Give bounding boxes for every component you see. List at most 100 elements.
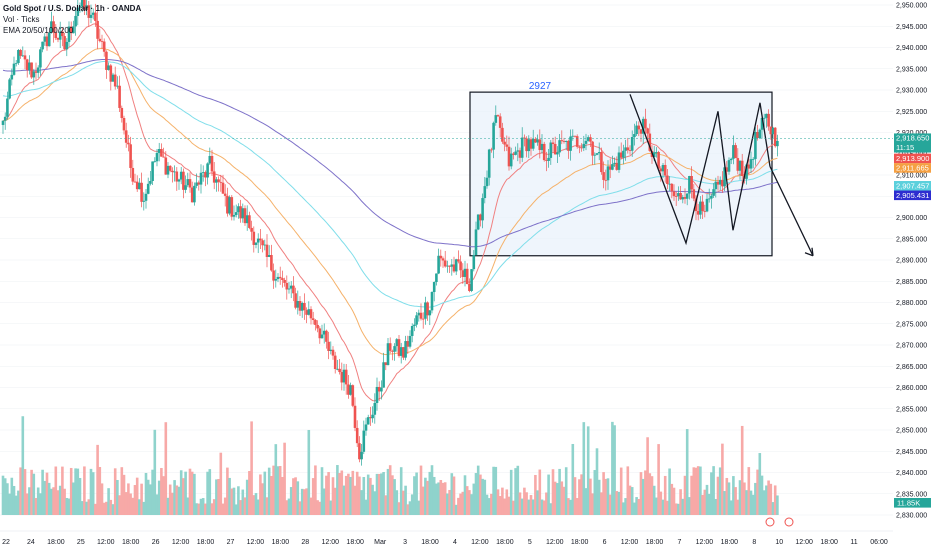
candle-body — [109, 65, 113, 82]
candle-body — [39, 49, 42, 68]
volume-bar — [490, 493, 493, 515]
candle-body — [417, 312, 421, 316]
volume-bar — [767, 480, 770, 515]
x-tick-label: 6 — [603, 539, 607, 546]
range-box-label: 2927 — [529, 81, 552, 92]
candle-body — [50, 21, 53, 33]
x-tick-label: 18:00 — [272, 539, 290, 546]
candle-body — [694, 198, 698, 212]
volume-bar — [531, 499, 535, 515]
volume-bar — [98, 467, 102, 515]
candle-body — [518, 150, 522, 158]
volume-bar — [740, 425, 744, 515]
candle-body — [333, 355, 337, 370]
candle-body — [241, 208, 245, 219]
volume-bar — [327, 472, 330, 515]
volume-bar — [287, 498, 291, 515]
volume-bar — [252, 495, 256, 515]
candle-body — [94, 12, 97, 21]
x-tick-label: 12:00 — [621, 539, 639, 546]
volume-bar — [245, 479, 249, 515]
candle-body — [707, 198, 711, 200]
candle-body — [353, 405, 357, 428]
candle-body — [679, 193, 682, 200]
volume-bar — [725, 477, 729, 515]
candle-body — [74, 15, 77, 27]
volume-tag-bg — [894, 498, 931, 508]
volume-bar — [681, 498, 685, 515]
candle-body — [250, 227, 253, 232]
volume-bar — [188, 468, 192, 515]
candle-body — [105, 51, 108, 70]
candle-body — [615, 162, 619, 170]
candle-body — [78, 6, 82, 8]
candle-body — [307, 309, 311, 315]
candle-body — [28, 62, 31, 71]
candle-body — [98, 38, 102, 42]
volume-bar — [135, 477, 139, 515]
candle-body — [402, 347, 405, 358]
x-tick-label: 10 — [775, 539, 783, 546]
volume-bar — [149, 484, 152, 515]
volume-bar — [296, 481, 300, 515]
candle-body — [428, 310, 432, 316]
candle-body — [380, 387, 383, 392]
candle-body — [611, 164, 614, 170]
volume-bar — [547, 474, 550, 515]
volume-bar — [534, 474, 537, 515]
volume-bar — [688, 497, 691, 515]
volume-bar — [494, 466, 498, 515]
candle-body — [639, 129, 643, 134]
candle-body — [10, 74, 14, 80]
volume-bar — [465, 486, 469, 515]
candle-body — [267, 255, 271, 257]
range-box — [469, 91, 773, 257]
candle-body — [208, 155, 212, 164]
x-tick-label: 18:00 — [646, 539, 664, 546]
candle-body — [179, 171, 183, 180]
volume-bar — [443, 482, 447, 515]
candle-body — [450, 264, 454, 267]
candle-body — [232, 214, 236, 217]
volume-bar — [452, 476, 456, 515]
x-tick-label: 22 — [2, 539, 10, 546]
volume-bar — [281, 476, 284, 515]
volume-bar — [626, 466, 630, 515]
candle-body — [122, 118, 126, 131]
volume-bar — [437, 482, 440, 515]
volume-bar — [569, 499, 572, 515]
volume-bar — [703, 489, 707, 515]
volume-bar — [162, 476, 165, 515]
volume-bar — [10, 477, 14, 515]
candle-body — [17, 49, 20, 63]
candle-body — [102, 41, 106, 52]
volume-bar — [50, 488, 53, 515]
volume-bar — [140, 483, 143, 515]
volume-bar — [611, 421, 614, 515]
volume-bar — [639, 472, 643, 515]
price-tag-bg — [894, 153, 931, 164]
candle-body — [239, 206, 242, 219]
volume-bar — [221, 503, 225, 515]
candle-body — [118, 85, 121, 108]
x-tick-label: 12:00 — [546, 539, 564, 546]
candle-body — [571, 135, 575, 137]
candle-body — [140, 182, 143, 202]
volume-bar — [274, 444, 278, 515]
volume-bar — [261, 483, 264, 515]
candle-body — [595, 153, 599, 155]
volume-bar — [448, 489, 451, 515]
candle-body — [12, 63, 16, 75]
volume-bar — [342, 485, 346, 515]
volume-bar — [650, 476, 654, 515]
candle-body — [111, 74, 115, 82]
volume-bar — [501, 487, 504, 515]
candle-body — [659, 168, 663, 172]
candle-body — [490, 149, 493, 151]
volume-bar — [212, 499, 216, 515]
volume-bar — [83, 466, 86, 515]
candle-body — [562, 141, 566, 142]
volume-bar — [164, 422, 168, 515]
